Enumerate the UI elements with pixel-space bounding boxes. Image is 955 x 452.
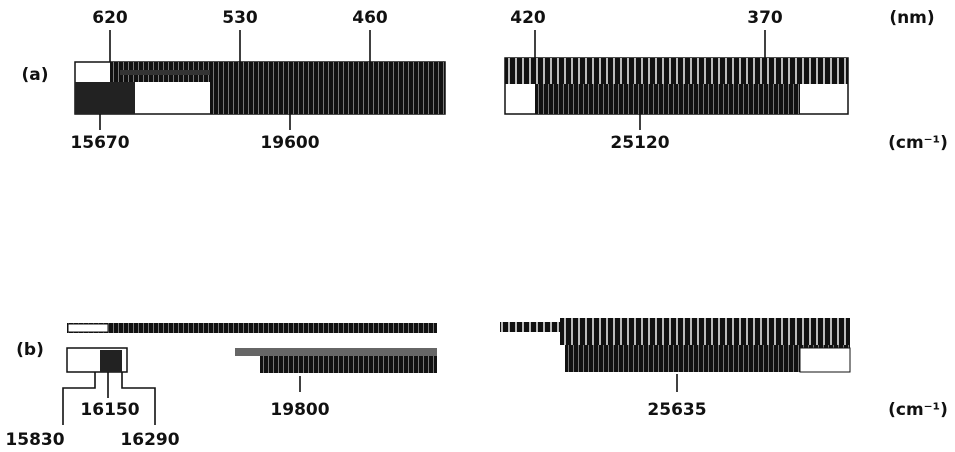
ticks-b [63, 372, 677, 425]
wavenumber-tick: 19600 [260, 133, 319, 153]
wavenumber-tick: 15670 [70, 133, 129, 153]
figure: 620 530 460 420 370 (nm) (a) 15670 19600… [0, 0, 955, 452]
plate-a-right [505, 58, 848, 114]
wavelength-tick: 620 [92, 8, 128, 28]
plate-a-left [75, 62, 445, 114]
wavenumber-tick: 19800 [270, 400, 329, 420]
wavelength-tick: 530 [222, 8, 258, 28]
wavenumber-tick: 15830 [5, 430, 64, 450]
wavenumber-tick: 16290 [120, 430, 179, 450]
wavenumber-tick: 16150 [80, 400, 139, 420]
wavelength-unit: (nm) [889, 8, 934, 28]
panel-label: (a) [21, 65, 48, 85]
wavenumber-unit: (cm⁻¹) [888, 400, 948, 420]
wavenumber-tick: 25120 [610, 133, 669, 153]
wavelength-tick: 460 [352, 8, 388, 28]
wavenumber-tick: 25635 [647, 400, 706, 420]
plate-b-right [500, 318, 850, 372]
wavenumber-unit: (cm⁻¹) [888, 133, 948, 153]
plate-b-left [67, 323, 437, 373]
panel-label: (b) [16, 340, 44, 360]
wavelength-tick: 370 [747, 8, 783, 28]
wavelength-tick: 420 [510, 8, 546, 28]
